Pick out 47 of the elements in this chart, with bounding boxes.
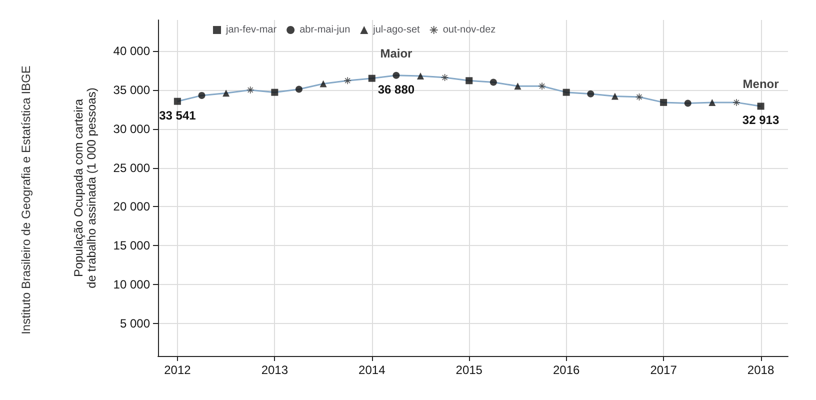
- point: [708, 98, 716, 106]
- x-tick-label: 2012: [164, 363, 192, 377]
- point: [295, 86, 302, 93]
- x-tick-label: 2014: [358, 363, 386, 377]
- legend-label: abr-mai-jun: [300, 24, 350, 36]
- data-label: 33 541: [159, 108, 196, 122]
- y-tick-label: 40 000: [113, 44, 150, 58]
- point: [490, 78, 497, 86]
- point: [392, 72, 400, 79]
- y-tick-label: 25 000: [113, 160, 150, 175]
- legend-label: out-nov-dez: [442, 24, 496, 36]
- y-tick-label: 10 000: [113, 277, 150, 292]
- x-tick-label: 2018: [747, 363, 774, 377]
- legend-label: jan-fev-mar: [225, 24, 278, 36]
- point: [587, 90, 594, 98]
- x-tick-label: 2013: [261, 363, 288, 377]
- point: [732, 98, 740, 106]
- point: [514, 82, 522, 90]
- point: [757, 102, 764, 110]
- x-tick-label: 2015: [456, 363, 483, 377]
- annotation: Menor: [742, 77, 780, 92]
- y-tick-label: 30 000: [113, 122, 150, 136]
- point: [320, 80, 327, 88]
- legend-label: jul-ago-set: [372, 24, 420, 36]
- point: [368, 74, 376, 82]
- point: [174, 98, 181, 105]
- text: Instituto Brasileiro de Geografia e Estatística IBGE: [19, 66, 33, 334]
- point: [562, 88, 570, 96]
- y-tick-label: 5 000: [120, 316, 150, 330]
- point: [271, 88, 278, 96]
- x-tick-label: 2016: [552, 363, 580, 377]
- point: [222, 90, 230, 97]
- point: [198, 92, 206, 99]
- x-tick-label: 2017: [650, 363, 678, 377]
- annotation: Maior: [380, 46, 413, 60]
- point: [246, 86, 254, 94]
- point: [466, 77, 473, 84]
- y-tick-label: 20 000: [113, 200, 150, 214]
- y-tick-label: 15 000: [113, 238, 150, 253]
- point: [660, 98, 668, 106]
- y-axis-title: População Ocupada com carteira de trabalho assinada (1 000 pessoas): [72, 88, 98, 288]
- y-tick-label: 35 000: [113, 83, 150, 97]
- data-label: 36 880: [378, 82, 415, 96]
- point: [611, 92, 618, 100]
- point: [417, 72, 424, 80]
- point: [684, 100, 692, 107]
- data-label: 32 913: [742, 113, 780, 128]
